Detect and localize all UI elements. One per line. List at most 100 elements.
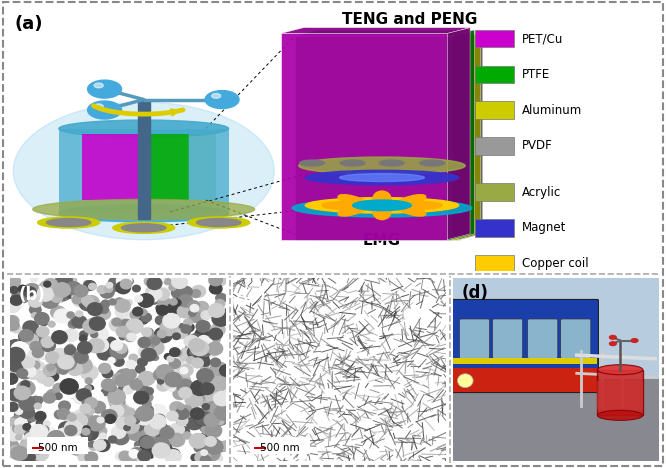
Circle shape xyxy=(145,351,154,358)
Circle shape xyxy=(194,442,206,453)
Circle shape xyxy=(28,424,37,431)
Circle shape xyxy=(178,404,184,410)
Circle shape xyxy=(129,430,141,440)
Circle shape xyxy=(145,388,153,395)
Circle shape xyxy=(54,309,71,323)
Circle shape xyxy=(43,393,55,403)
Circle shape xyxy=(113,358,124,366)
Circle shape xyxy=(99,306,109,314)
Circle shape xyxy=(188,310,196,316)
Circle shape xyxy=(217,373,231,384)
Circle shape xyxy=(216,418,224,424)
Circle shape xyxy=(67,344,73,350)
Circle shape xyxy=(51,292,63,302)
Circle shape xyxy=(13,292,23,301)
Circle shape xyxy=(51,349,69,364)
Circle shape xyxy=(198,318,205,323)
Circle shape xyxy=(55,410,65,419)
Circle shape xyxy=(210,351,217,357)
Circle shape xyxy=(87,338,105,353)
Circle shape xyxy=(23,424,31,430)
Circle shape xyxy=(165,450,181,463)
Circle shape xyxy=(217,309,232,321)
Circle shape xyxy=(41,426,49,432)
Circle shape xyxy=(217,392,230,402)
Circle shape xyxy=(109,436,117,443)
Circle shape xyxy=(170,348,180,357)
Circle shape xyxy=(138,294,154,307)
FancyBboxPatch shape xyxy=(527,319,557,358)
FancyBboxPatch shape xyxy=(27,437,88,453)
Circle shape xyxy=(13,300,23,309)
Circle shape xyxy=(110,344,128,359)
Circle shape xyxy=(177,305,192,318)
Circle shape xyxy=(36,342,47,351)
Bar xyxy=(597,380,643,410)
Ellipse shape xyxy=(373,191,391,207)
Circle shape xyxy=(83,424,99,437)
Circle shape xyxy=(15,418,27,428)
Circle shape xyxy=(142,328,152,336)
Circle shape xyxy=(126,360,136,368)
Circle shape xyxy=(17,340,23,346)
Circle shape xyxy=(71,414,87,428)
Ellipse shape xyxy=(59,120,228,137)
Circle shape xyxy=(34,403,41,409)
Circle shape xyxy=(172,358,184,368)
Circle shape xyxy=(35,411,46,421)
Circle shape xyxy=(129,354,138,362)
Circle shape xyxy=(202,382,213,391)
Circle shape xyxy=(72,292,85,302)
Circle shape xyxy=(64,412,79,425)
Circle shape xyxy=(59,422,73,434)
Circle shape xyxy=(148,291,158,300)
Circle shape xyxy=(147,310,157,319)
Circle shape xyxy=(87,303,103,315)
Ellipse shape xyxy=(396,204,426,216)
Circle shape xyxy=(33,348,43,358)
Circle shape xyxy=(119,405,127,412)
Circle shape xyxy=(200,435,206,441)
Circle shape xyxy=(39,281,56,295)
Circle shape xyxy=(165,453,174,461)
Circle shape xyxy=(73,287,83,296)
Circle shape xyxy=(190,341,208,356)
Circle shape xyxy=(43,377,54,386)
Circle shape xyxy=(85,398,97,408)
Bar xyxy=(141,134,189,200)
Circle shape xyxy=(85,378,92,384)
Circle shape xyxy=(167,356,174,362)
Circle shape xyxy=(11,342,29,356)
Circle shape xyxy=(19,421,33,432)
Circle shape xyxy=(181,325,191,333)
Circle shape xyxy=(160,427,174,439)
Circle shape xyxy=(206,440,223,454)
Ellipse shape xyxy=(373,204,391,219)
Circle shape xyxy=(19,330,35,344)
Ellipse shape xyxy=(403,202,442,209)
Circle shape xyxy=(9,427,23,439)
Circle shape xyxy=(124,430,131,436)
Circle shape xyxy=(161,312,174,322)
Circle shape xyxy=(127,333,136,341)
Circle shape xyxy=(165,373,182,387)
Circle shape xyxy=(218,395,224,400)
Circle shape xyxy=(122,368,136,380)
Circle shape xyxy=(149,404,167,419)
Text: (a): (a) xyxy=(15,15,43,33)
Circle shape xyxy=(75,410,83,416)
Circle shape xyxy=(14,386,30,400)
Circle shape xyxy=(167,303,180,314)
Circle shape xyxy=(175,408,189,419)
Circle shape xyxy=(169,359,180,368)
Circle shape xyxy=(21,336,27,342)
Circle shape xyxy=(37,327,49,337)
Circle shape xyxy=(180,375,190,384)
Circle shape xyxy=(170,423,184,435)
Circle shape xyxy=(5,300,20,313)
Circle shape xyxy=(164,278,171,285)
Circle shape xyxy=(55,284,69,295)
Polygon shape xyxy=(448,28,470,240)
Circle shape xyxy=(190,306,204,318)
Polygon shape xyxy=(317,33,481,39)
